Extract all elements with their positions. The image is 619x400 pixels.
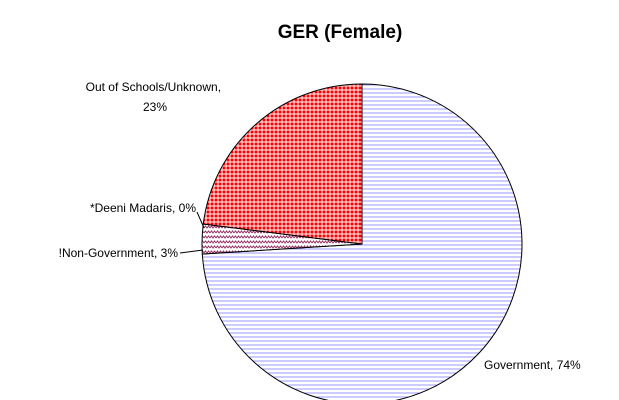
data-label: !Non-Government, 3% — [59, 246, 179, 260]
label-category: Out of Schools/Unknown — [86, 80, 218, 94]
label-value: 74% — [557, 358, 581, 372]
label-value: 0% — [179, 201, 197, 215]
label-separator: , — [550, 358, 557, 372]
label-separator: , — [154, 246, 161, 260]
data-label: Out of Schools/Unknown, 23% — [86, 80, 225, 114]
leader-line — [196, 211, 205, 229]
data-label: *Deeni Madaris, 0% — [90, 201, 196, 215]
chart-title: GER (Female) — [278, 22, 403, 43]
data-label: Government, 74% — [484, 358, 581, 372]
label-category: !Non-Government — [59, 246, 155, 260]
label-value: 3% — [161, 246, 179, 260]
pie-slice — [202, 83, 363, 245]
label-category: Government — [484, 358, 551, 372]
label-separator: , — [172, 201, 179, 215]
leader-line — [179, 249, 204, 254]
label-separator: , — [218, 80, 225, 94]
label-value: 23% — [143, 100, 167, 114]
label-category: *Deeni Madaris — [90, 201, 172, 215]
